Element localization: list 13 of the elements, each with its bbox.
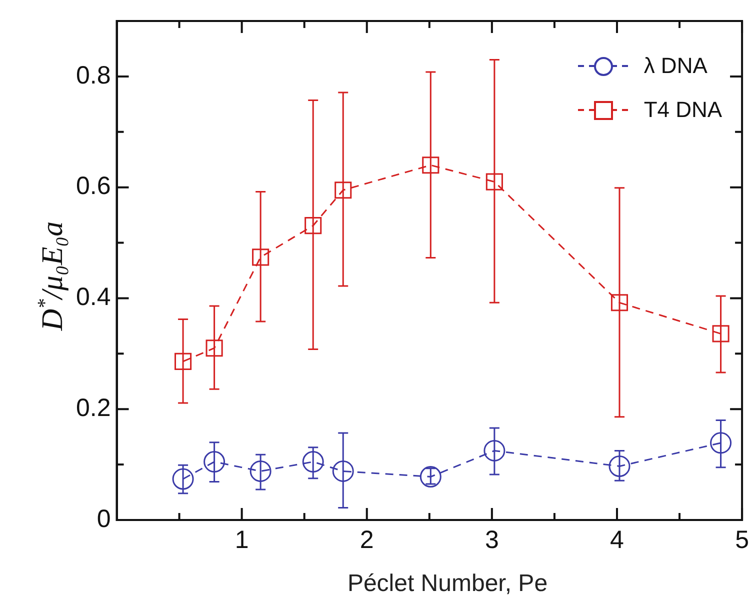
y-tick-label: 0.8	[76, 61, 111, 90]
legend-label: λ DNA	[644, 52, 708, 80]
y-tick-label: 0	[96, 504, 111, 533]
x-axis-title: Péclet Number, Pe	[346, 570, 549, 598]
x-tick-label: 5	[735, 526, 749, 554]
x-tick-label: 2	[360, 526, 374, 554]
x-tick-label: 4	[610, 526, 624, 554]
legend-label: T4 DNA	[644, 96, 722, 124]
x-tick-label: 3	[484, 526, 499, 554]
x-tick-label: 1	[234, 526, 249, 554]
y-tick-label: 0.6	[76, 172, 111, 200]
y-tick-label: 0.4	[76, 283, 111, 312]
y-tick-label: 0.2	[76, 394, 111, 422]
